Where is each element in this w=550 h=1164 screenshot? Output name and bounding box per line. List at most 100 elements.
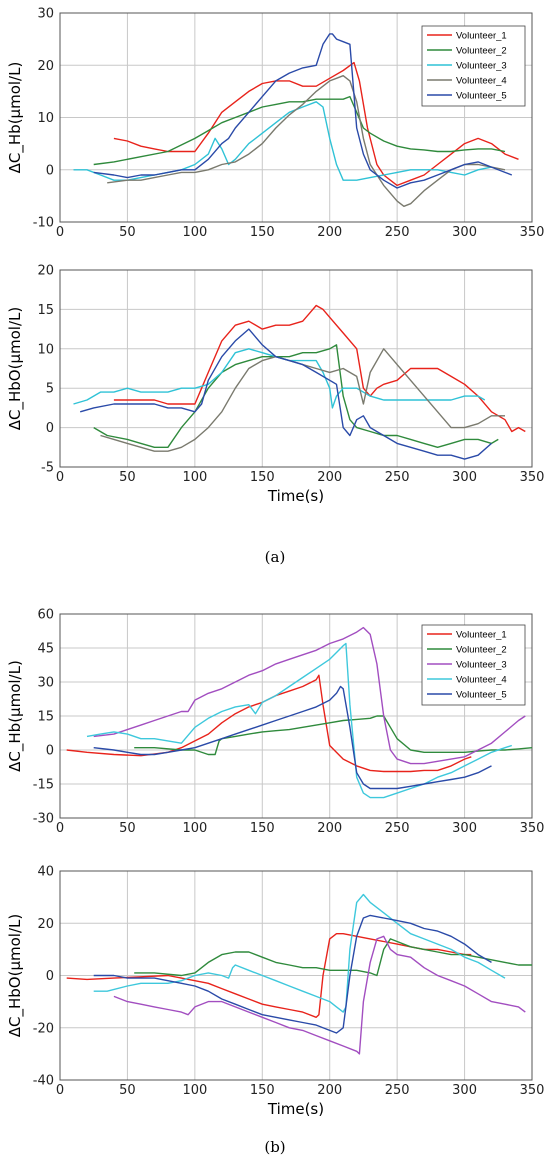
series-line-volunteer-4 — [107, 74, 506, 208]
y-tick-label: 15 — [37, 710, 54, 725]
x-tick-label: 350 — [520, 821, 545, 836]
x-tick-label: 200 — [317, 1083, 342, 1098]
y-tick-label: 30 — [37, 676, 54, 691]
legend-label: Volunteer_5 — [456, 91, 507, 102]
y-tick-label: 30 — [37, 7, 54, 22]
legend-label: Volunteer_5 — [456, 690, 507, 701]
y-tick-label: -5 — [41, 461, 54, 476]
series-line-volunteer-4 — [93, 893, 506, 1013]
x-tick-label: 50 — [119, 1083, 136, 1098]
series-line-volunteer-3 — [93, 626, 526, 765]
x-tick-label: 0 — [56, 225, 64, 240]
x-tick-label: 300 — [452, 821, 477, 836]
y-tick-label: 45 — [37, 642, 54, 657]
x-tick-label: 50 — [119, 821, 136, 836]
legend-label: Volunteer_3 — [456, 660, 507, 671]
legend-box — [421, 25, 526, 107]
legend-label: Volunteer_2 — [456, 46, 507, 57]
series-line-volunteer-3 — [73, 348, 486, 409]
y-tick-label: -15 — [33, 778, 54, 793]
x-axis-label: Time(s) — [267, 487, 324, 505]
y-tick-label: 5 — [46, 382, 54, 397]
y-tick-label: 0 — [46, 163, 54, 178]
y-tick-label: 0 — [46, 744, 54, 759]
x-tick-label: 0 — [56, 1083, 64, 1098]
y-tick-label: -30 — [33, 812, 54, 827]
y-axis-label: ΔC_Hb(μmol/L) — [6, 62, 25, 174]
x-tick-label: 0 — [56, 470, 64, 485]
chart-b-hbo: 0 50 100 150 200 250 300 350 -40 -20 0 20 40 ΔC_HbO(μ… — [6, 865, 544, 1119]
series-line-volunteer-5 — [93, 685, 492, 790]
series-line-volunteer-1 — [66, 674, 472, 773]
y-tick-label: -20 — [33, 1021, 54, 1036]
y-tick-label: 20 — [37, 917, 54, 932]
x-tick-label: 350 — [520, 225, 545, 240]
x-tick-label: 300 — [452, 1083, 477, 1098]
series-line-volunteer-5 — [93, 33, 513, 189]
x-tick-label: 0 — [56, 821, 64, 836]
caption-a: (a) — [264, 548, 286, 566]
x-tick-label: 250 — [385, 1083, 410, 1098]
y-tick-label: 15 — [37, 303, 54, 318]
x-tick-label: 100 — [182, 821, 207, 836]
legend-box — [421, 624, 526, 706]
legend-label: Volunteer_3 — [456, 61, 507, 72]
x-tick-label: 100 — [182, 225, 207, 240]
legend-label: Volunteer_4 — [456, 675, 507, 686]
y-tick-label: 10 — [37, 342, 54, 357]
x-tick-label: 300 — [452, 470, 477, 485]
chart-b-hb: 0 50 100 150 200 250 300 350 -30 -15 0 15 30 45 60 ΔC_H… — [6, 608, 544, 837]
y-axis-label: ΔC_HbO(μmol/L) — [6, 307, 25, 430]
x-tick-label: 100 — [182, 1083, 207, 1098]
y-tick-label: -40 — [33, 1074, 54, 1089]
chart-a-hb: 0 50 100 150 200 250 300 350-100102030ΔC_Hb(μmo… — [6, 7, 544, 241]
y-tick-label: -10 — [33, 216, 54, 231]
x-tick-label: 300 — [452, 225, 477, 240]
x-tick-label: 200 — [317, 225, 342, 240]
plot-frame — [59, 269, 533, 468]
legend-label: Volunteer_1 — [456, 630, 507, 641]
x-tick-label: 50 — [119, 225, 136, 240]
x-tick-label: 150 — [250, 470, 275, 485]
x-axis-label: Time(s) — [267, 1100, 324, 1118]
x-tick-label: 150 — [250, 1083, 275, 1098]
x-tick-label: 250 — [385, 821, 410, 836]
legend-label: Volunteer_1 — [456, 31, 507, 42]
plot-frame — [59, 870, 533, 1081]
legend: Volunteer_1 Volunteer_2 Volunteer_3 Volunte… — [421, 624, 526, 706]
series-line-volunteer-5 — [80, 328, 492, 460]
y-tick-label: 20 — [37, 264, 54, 279]
series-line-volunteer-4 — [86, 642, 513, 799]
x-tick-label: 250 — [385, 225, 410, 240]
y-axis-label: ΔC_HbO(μmol/L) — [6, 914, 25, 1037]
y-tick-label: 20 — [37, 59, 54, 74]
plot-frame — [59, 613, 533, 819]
y-tick-label: 10 — [37, 111, 54, 126]
y-tick-label: 60 — [37, 608, 54, 623]
series-line-volunteer-2 — [93, 95, 506, 166]
legend: Volunteer_1 Volunteer_2 Volunteer_3 Volunte… — [421, 25, 526, 107]
caption-b: (b) — [264, 1138, 286, 1156]
chart-a-hbo: 0 50 100 150 200 250 300 350-505101520ΔC_HbO(μm… — [6, 264, 544, 506]
x-tick-label: 200 — [317, 470, 342, 485]
x-tick-label: 150 — [250, 225, 275, 240]
series-line-volunteer-1 — [113, 61, 519, 187]
y-tick-label: 40 — [37, 865, 54, 880]
series-line-volunteer-5 — [93, 914, 492, 1034]
series-line-volunteer-4 — [100, 348, 505, 452]
legend-label: Volunteer_2 — [456, 645, 507, 656]
x-tick-label: 100 — [182, 470, 207, 485]
series-line-volunteer-2 — [134, 715, 533, 756]
legend-label: Volunteer_4 — [456, 76, 507, 87]
x-tick-label: 200 — [317, 821, 342, 836]
y-tick-label: 0 — [46, 969, 54, 984]
x-tick-label: 50 — [119, 470, 136, 485]
series-line-volunteer-1 — [113, 304, 526, 433]
x-tick-label: 150 — [250, 821, 275, 836]
plot-frame — [59, 12, 533, 223]
x-tick-label: 250 — [385, 470, 410, 485]
series-line-volunteer-2 — [134, 938, 532, 977]
y-axis-label: ΔC_Hb(μmol/L) — [6, 660, 25, 772]
x-tick-label: 350 — [520, 1083, 545, 1098]
